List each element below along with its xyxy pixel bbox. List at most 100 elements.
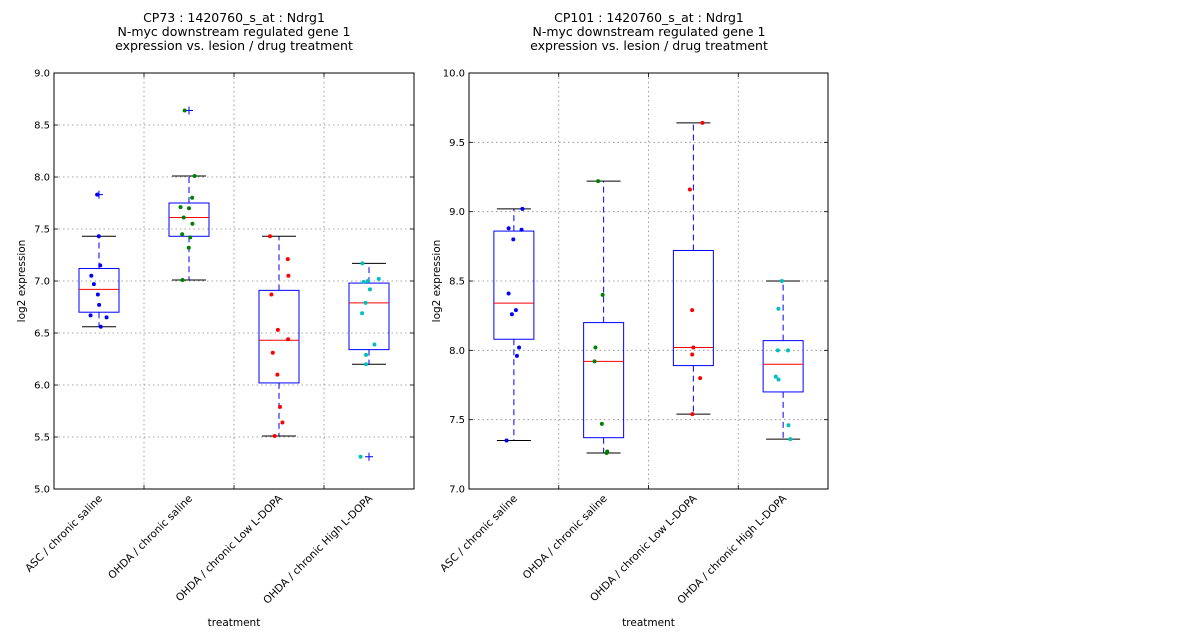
ytick-label: 8.5 xyxy=(34,121,50,132)
data-point xyxy=(599,421,604,426)
chart-title-line: expression vs. lesion / drug treatment xyxy=(530,38,768,53)
outlier-marker xyxy=(365,452,373,461)
data-point xyxy=(376,276,381,281)
data-point xyxy=(788,437,793,442)
data-point xyxy=(367,287,372,292)
data-point xyxy=(520,206,525,211)
data-point xyxy=(698,376,703,381)
box-iqr xyxy=(493,230,535,340)
box-group-2 xyxy=(583,179,625,455)
box-group-3 xyxy=(258,234,300,438)
data-point xyxy=(600,292,605,297)
data-point xyxy=(511,237,516,242)
box-iqr xyxy=(672,249,714,367)
data-point xyxy=(269,292,274,297)
data-point xyxy=(506,291,511,296)
data-point xyxy=(365,279,370,283)
box-group-3 xyxy=(672,120,714,417)
data-point xyxy=(364,362,369,367)
xtick-label: OHDA / chronic saline xyxy=(521,493,610,582)
chart-title-line: expression vs. lesion / drug treatment xyxy=(115,38,353,53)
data-point xyxy=(181,215,186,220)
data-point xyxy=(363,300,368,305)
ytick-label: 7.0 xyxy=(449,485,465,496)
data-point xyxy=(360,311,365,316)
ytick-label: 8.0 xyxy=(449,346,465,357)
data-point xyxy=(95,292,100,297)
data-point xyxy=(278,404,283,409)
box-iqr xyxy=(258,289,300,384)
data-point xyxy=(513,308,518,313)
data-point xyxy=(604,450,609,455)
data-point xyxy=(687,187,692,192)
data-point xyxy=(773,374,778,379)
data-point xyxy=(98,263,103,268)
xtick-label: OHDA / chronic Low L-DOPA xyxy=(588,492,700,604)
data-point xyxy=(364,352,369,357)
data-point xyxy=(775,348,780,353)
xtick-label: OHDA / chronic High L-DOPA xyxy=(261,492,376,607)
chart-title-line: CP73 : 1420760_s_at : Ndrg1 xyxy=(143,10,325,25)
data-point xyxy=(96,234,101,239)
data-point xyxy=(700,120,705,125)
data-point xyxy=(95,192,100,197)
data-point xyxy=(519,227,524,232)
data-point xyxy=(186,206,191,211)
data-point xyxy=(776,306,781,311)
data-point xyxy=(270,350,275,355)
data-point xyxy=(358,454,363,459)
data-point xyxy=(372,342,377,347)
data-point xyxy=(280,420,285,425)
xtick-label: OHDA / chronic saline xyxy=(106,493,195,582)
data-point xyxy=(190,221,195,226)
data-point xyxy=(286,337,291,342)
data-point xyxy=(691,345,696,350)
data-point xyxy=(91,282,96,287)
box-group-1 xyxy=(78,190,120,329)
data-point xyxy=(596,179,601,184)
data-point xyxy=(776,377,781,382)
ytick-label: 5.5 xyxy=(34,433,50,444)
box-group-2 xyxy=(168,106,210,282)
data-point xyxy=(786,423,791,428)
ytick-label: 9.0 xyxy=(449,207,465,218)
box-group-4 xyxy=(762,279,804,442)
data-point xyxy=(89,273,94,278)
xtick-label: OHDA / chronic High L-DOPA xyxy=(675,492,790,607)
ytick-label: 8.5 xyxy=(449,277,465,288)
box-iqr xyxy=(762,340,804,393)
ytick-label: 10.0 xyxy=(443,69,465,80)
data-point xyxy=(361,280,366,285)
ytick-label: 7.0 xyxy=(34,277,50,288)
xtick-label: ASC / chronic saline xyxy=(23,493,105,575)
data-point xyxy=(509,312,514,317)
ytick-label: 5.0 xyxy=(34,485,50,496)
data-point xyxy=(286,273,291,278)
data-point xyxy=(779,279,784,283)
box-iqr xyxy=(583,322,625,439)
data-point xyxy=(178,205,183,210)
data-point xyxy=(180,232,185,237)
data-point xyxy=(690,308,695,313)
y-axis-label: log2 expression xyxy=(16,240,28,323)
ytick-label: 6.0 xyxy=(34,381,50,392)
box-group-4 xyxy=(348,261,390,461)
data-point xyxy=(360,261,365,266)
data-point xyxy=(190,195,195,200)
data-point xyxy=(285,257,290,262)
data-point xyxy=(180,277,185,282)
data-point xyxy=(98,324,103,329)
ytick-label: 9.5 xyxy=(449,138,465,149)
data-point xyxy=(275,372,280,377)
data-point xyxy=(593,345,598,350)
data-point xyxy=(268,234,273,239)
ytick-label: 7.5 xyxy=(34,225,50,236)
data-point xyxy=(88,313,93,318)
axes-frame xyxy=(468,72,829,490)
box-iqr xyxy=(348,282,390,351)
ytick-label: 8.0 xyxy=(34,173,50,184)
data-point xyxy=(272,433,277,438)
